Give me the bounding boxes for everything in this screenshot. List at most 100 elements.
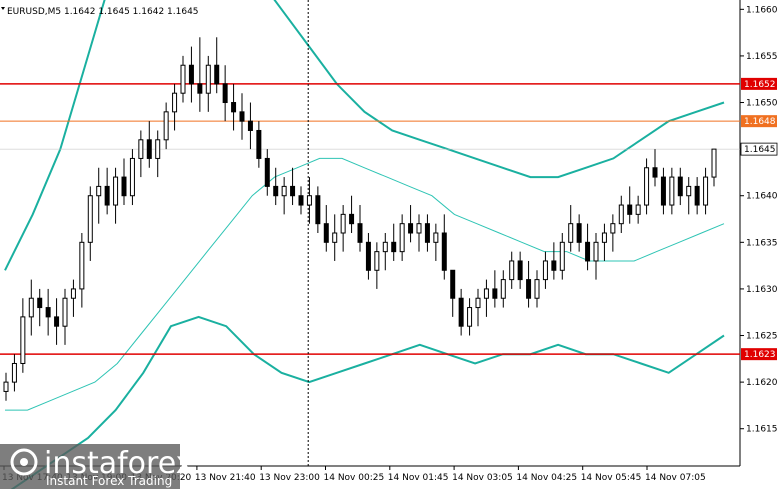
candle-body	[256, 129, 262, 159]
candle-body	[37, 297, 43, 309]
candle	[146, 121, 152, 168]
candle-body	[618, 204, 624, 225]
candle-body	[424, 223, 430, 243]
candle	[87, 186, 93, 261]
candle	[188, 46, 194, 103]
price-tick-label: 1.1650	[746, 99, 778, 109]
candle-body	[593, 241, 599, 262]
candle	[349, 195, 355, 233]
candle	[467, 298, 473, 336]
candle-body	[483, 288, 489, 299]
candle	[357, 205, 363, 252]
time-tick-label: 14 Nov 07:05	[645, 473, 706, 483]
price-tick-label: 1.1635	[746, 238, 778, 248]
price-tick-label: 1.1625	[746, 332, 778, 342]
candle-body	[121, 176, 127, 197]
candle	[517, 251, 523, 289]
candle	[450, 269, 456, 317]
candle-body	[408, 223, 414, 234]
candle	[163, 102, 169, 150]
candle-body	[138, 139, 144, 159]
candle-body	[163, 111, 169, 141]
candle	[660, 167, 666, 215]
candle	[374, 242, 380, 289]
candle-body	[576, 223, 582, 243]
candle-body	[534, 279, 540, 299]
symbol-dropdown-icon[interactable]	[1, 7, 5, 10]
candle	[593, 233, 599, 280]
candle	[534, 270, 540, 308]
candle	[197, 37, 203, 112]
candle-body	[475, 297, 481, 309]
candle	[526, 260, 532, 308]
candle	[298, 186, 304, 215]
candle	[247, 102, 253, 150]
candle-body	[197, 83, 203, 94]
price-level-tag	[741, 115, 777, 128]
candle	[576, 214, 582, 252]
instaforex-watermark: instaforex Instant Forex Trading	[0, 444, 193, 489]
time-tick-label: 14 Nov 03:05	[452, 473, 513, 483]
candle-body	[467, 307, 473, 327]
candle	[492, 270, 498, 308]
candle	[382, 233, 388, 271]
candle-body	[3, 381, 9, 392]
candle-body	[711, 148, 717, 178]
time-tick-label: 14 Nov 04:25	[516, 473, 577, 483]
candle-body	[601, 232, 607, 243]
candle-body	[113, 176, 119, 206]
candle	[568, 205, 574, 252]
candle	[559, 233, 565, 280]
candle	[585, 223, 591, 271]
candle-body	[45, 307, 51, 318]
candle	[281, 177, 287, 215]
candle-body	[273, 185, 279, 197]
candle	[391, 223, 397, 261]
candle-body	[568, 223, 574, 243]
candle-body	[500, 279, 506, 299]
candle-body	[627, 204, 633, 215]
candle	[205, 55, 211, 112]
candle	[28, 279, 34, 336]
time-tick-label: 14 Nov 01:45	[388, 473, 449, 483]
price-tags: 1.1652 1.1648 1.1623 1.1645	[740, 77, 778, 361]
support-resistance-levels	[0, 83, 740, 355]
time-tick-label: 13 Nov 23:00	[259, 473, 320, 483]
candle	[644, 158, 650, 215]
candle-body	[214, 64, 220, 85]
candle	[11, 354, 17, 392]
candle-body	[340, 213, 346, 234]
candle-body	[660, 176, 666, 206]
candle	[214, 37, 220, 94]
candle	[155, 130, 161, 178]
candle-body	[458, 297, 464, 327]
candle-body	[70, 288, 76, 299]
price-tick-label: 1.1640	[746, 192, 778, 202]
candle-body	[87, 195, 93, 243]
price-level-tag-label: 1.1648	[744, 117, 776, 127]
candle-body	[349, 213, 355, 225]
candle	[551, 242, 557, 280]
candle-body	[652, 167, 658, 178]
price-level-tag-label: 1.1623	[744, 350, 776, 360]
candle-body	[450, 269, 456, 299]
candle-body	[441, 232, 447, 271]
candle-body	[585, 241, 591, 262]
candle	[256, 121, 262, 168]
candle-body	[247, 120, 253, 131]
candle	[172, 83, 178, 131]
candle-body	[20, 316, 26, 364]
candle-body	[686, 185, 692, 197]
last-price-tag-label: 1.1645	[744, 145, 776, 155]
price-level-tag-label: 1.1652	[744, 80, 776, 90]
candle-body	[28, 297, 34, 318]
candle-body	[365, 241, 371, 271]
instaforex-logo-icon	[10, 448, 38, 476]
watermark-brand: instaforex	[44, 446, 193, 481]
candle	[424, 214, 430, 252]
candle	[416, 214, 422, 252]
candle	[113, 167, 119, 224]
candle-body	[222, 83, 228, 104]
candle	[703, 167, 709, 215]
